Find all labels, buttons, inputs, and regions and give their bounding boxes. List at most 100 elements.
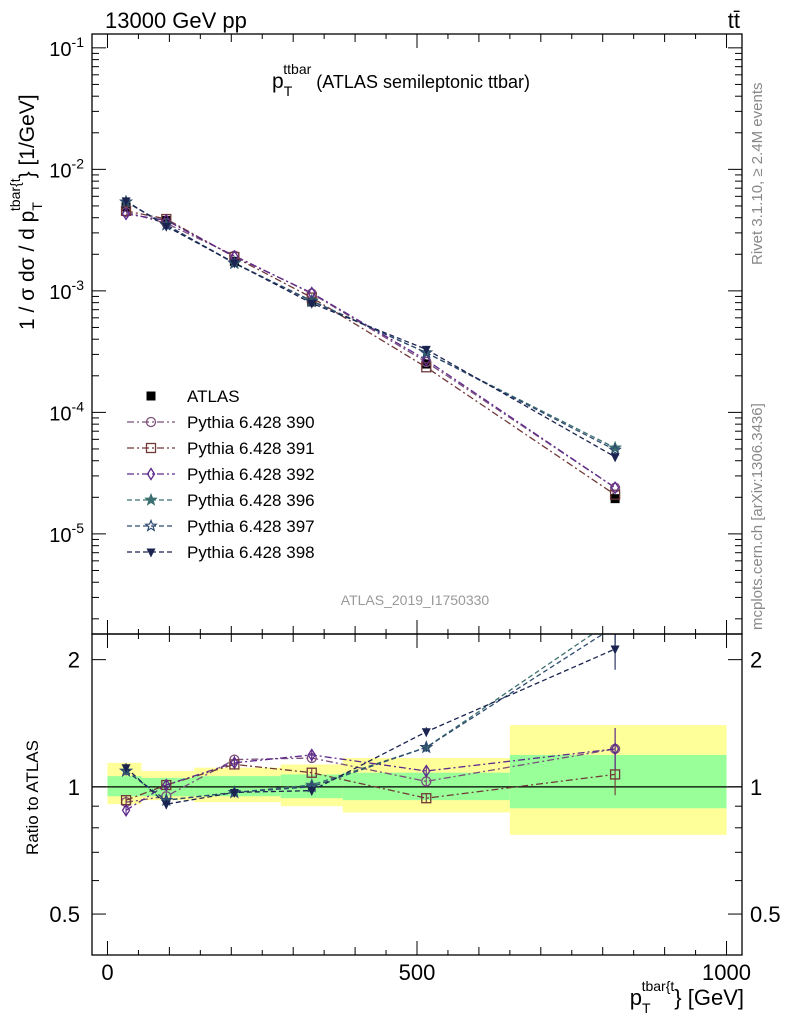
square-marker: [609, 489, 621, 500]
y-tick-label: 10-2: [49, 155, 84, 182]
triangle-marker: [307, 299, 317, 309]
ratio-point-3-5: [610, 613, 620, 623]
y-tick-base: 10: [49, 160, 71, 182]
ratio-point-5-3: [307, 787, 317, 797]
y-tick-label: 10-4: [49, 398, 84, 425]
triangle-marker: [610, 645, 620, 655]
triangle-marker: [146, 548, 156, 558]
triangle-marker: [421, 728, 431, 738]
ratio-series-group: [119, 613, 621, 818]
legend-marker-6: [146, 548, 156, 558]
star-marker: [419, 345, 434, 359]
ratio-y-tick-label: 1: [68, 775, 80, 800]
data-point-6-1: [161, 222, 171, 232]
star-marker: [144, 492, 158, 506]
y-tick-exponent: -1: [72, 34, 85, 50]
ratio-line-5: [125, 648, 616, 805]
rivet-version-label: Rivet 3.1.10, ≥ 2.4M events: [749, 83, 766, 266]
triangle-marker: [421, 345, 431, 355]
square-marker: [145, 442, 157, 454]
data-point-3-4: [422, 353, 431, 367]
data-point-6-3: [307, 299, 317, 309]
square-marker: [421, 359, 431, 369]
legend-label-4: Pythia 6.428 396: [187, 491, 315, 510]
data-point-3-0: [121, 207, 131, 221]
legend-marker-3: [146, 467, 156, 481]
ratio-y-tick-label-right: 1: [750, 775, 762, 800]
data-point-4-5: [608, 440, 622, 454]
diamond-marker: [230, 756, 239, 770]
ratio-point-4-0: [119, 763, 133, 777]
ratio-point-1-5: [609, 769, 621, 780]
data-point-0-4: [421, 359, 431, 369]
legend-marker-0: [146, 391, 156, 401]
y-tick-exponent: -5: [72, 520, 85, 536]
diamond-marker: [146, 467, 156, 481]
ratio-point-2-3: [307, 748, 317, 762]
series-line-6: [125, 200, 616, 458]
ratio-point-2-0: [121, 803, 131, 818]
legend: ATLAS Pythia 6.428 390 Pythia 6.428 391 Pyt…: [127, 387, 315, 562]
ratio-point-2-4: [422, 764, 431, 778]
y-tick-base: 10: [49, 525, 71, 547]
energy-label: 13000 GeV pp: [105, 8, 247, 33]
ratio-panel: 0 500 1000 0.5 0.5 1 1 2 2: [49, 613, 781, 985]
uncertainty-band-inner-0: [107, 776, 142, 797]
ratio-point-4-5: [610, 621, 620, 631]
legend-label-2: Pythia 6.428 391: [187, 439, 315, 458]
square-marker: [421, 362, 432, 373]
x-axis-label: pTtbar{t} [GeV]: [630, 978, 744, 1016]
y-tick-label: 10-3: [49, 277, 84, 304]
ratio-point-5-0: [121, 764, 131, 774]
data-point-2-4: [421, 362, 432, 373]
ratio-point-4-4: [419, 740, 434, 754]
square-marker: [146, 391, 156, 401]
legend-marker-1: [145, 416, 157, 428]
legend-marker-4: [144, 492, 158, 506]
star-marker: [608, 440, 622, 454]
legend-label-3: Pythia 6.428 392: [187, 465, 315, 484]
series-line-5: [125, 201, 616, 451]
legend-marker-2: [145, 442, 157, 454]
square-marker: [421, 793, 432, 804]
y-tick-label: 10-5: [49, 520, 84, 547]
legend-label-1: Pythia 6.428 390: [187, 413, 315, 432]
x-tick-label: 1000: [702, 960, 751, 985]
y-tick-exponent: -3: [72, 277, 85, 293]
triangle-marker: [121, 764, 131, 774]
triangle-marker: [229, 788, 239, 798]
star-marker: [608, 442, 622, 456]
ratio-point-1-3: [306, 767, 317, 778]
mcplots-label: mcplots.cern.ch [arXiv:1306.3436]: [749, 403, 766, 630]
legend-label-5: Pythia 6.428 397: [187, 517, 315, 536]
ratio-line-4: [125, 634, 605, 801]
diamond-marker: [422, 353, 431, 367]
ratio-y-tick-label-right: 0.5: [750, 902, 781, 927]
square-marker: [306, 767, 317, 778]
y-tick-base: 10: [49, 39, 71, 61]
data-point-6-4: [421, 345, 431, 355]
data-point-5-4: [419, 345, 434, 359]
diamond-marker: [610, 480, 620, 495]
data-point-2-0: [120, 205, 132, 217]
legend-label-0: ATLAS: [187, 387, 240, 406]
ratio-point-5-2: [229, 788, 239, 798]
ratio-y-tick-label-right: 2: [750, 648, 762, 673]
ratio-point-5-5: [610, 645, 620, 655]
circle-marker: [145, 416, 157, 428]
star-marker: [419, 740, 434, 754]
triangle-marker: [161, 222, 171, 232]
diamond-marker: [307, 748, 317, 762]
triangle-marker: [161, 800, 171, 810]
y-tick-exponent: -2: [72, 155, 85, 171]
y-tick-exponent: -4: [72, 398, 85, 414]
ratio-point-2-1: [162, 778, 171, 792]
ratio-y-tick-label: 0.5: [49, 902, 80, 927]
process-label: tt̄: [728, 8, 740, 33]
data-point-2-5: [609, 489, 621, 500]
uncertainty-band-inner-5: [509, 754, 727, 809]
star-marker: [610, 621, 620, 631]
ratio-point-1-4: [421, 793, 432, 804]
ratio-point-2-2: [230, 756, 239, 770]
series-line-2: [125, 210, 616, 496]
